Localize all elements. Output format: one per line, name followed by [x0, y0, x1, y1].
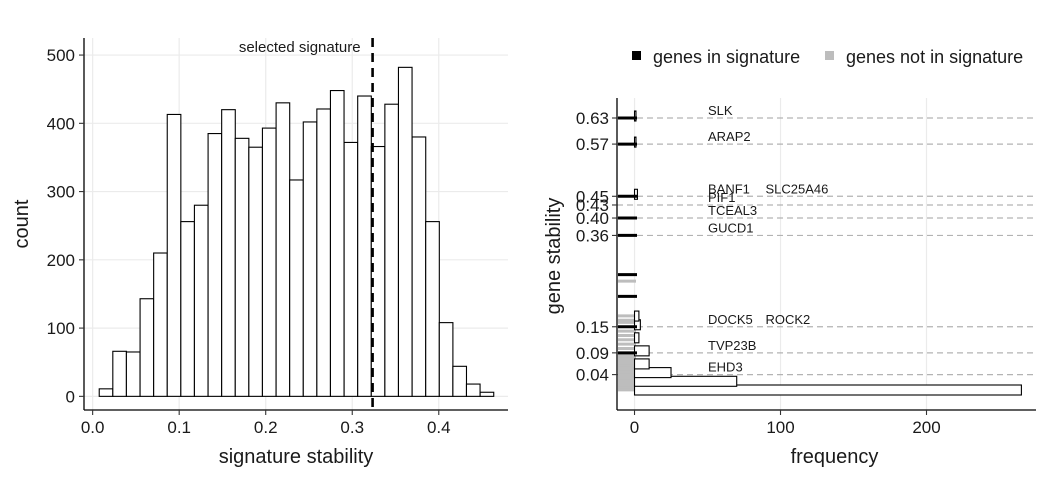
gene-dashed-lines — [617, 117, 1036, 376]
histogram-y-tick-label: 200 — [47, 251, 75, 270]
rug-in-signature — [618, 116, 637, 355]
gene-frequency-bar — [633, 332, 640, 344]
histogram-bars — [98, 66, 495, 397]
histogram-bar — [193, 204, 209, 397]
histogram-bar — [357, 95, 372, 397]
histogram-bar — [166, 113, 182, 397]
gene-y-tick-label: 0.63 — [576, 109, 609, 128]
histogram-x-tick-label: 0.3 — [340, 418, 364, 437]
gene-frequency-bar — [633, 367, 672, 379]
gene-y-tick-label: 0.36 — [576, 226, 609, 245]
histogram-bar — [329, 90, 345, 397]
gene-y-tick-label: 0.57 — [576, 135, 609, 154]
legend-label-not-in-signature: genes not in signature — [846, 47, 1023, 67]
gene-frequency-bar — [633, 110, 637, 122]
histogram-bar — [139, 298, 155, 397]
histogram-bar — [302, 121, 318, 397]
gene-frequency-bar — [633, 136, 637, 148]
legend-swatch-not-in-signature — [825, 51, 834, 60]
histogram-y-ticks: 0 100 200 300 400 500 — [47, 46, 84, 406]
histogram-y-tick-label: 100 — [47, 319, 75, 338]
gene-x-tick-label: 200 — [912, 418, 940, 437]
histogram-bar — [411, 136, 427, 397]
histogram-y-label: count — [11, 199, 33, 248]
histogram-bar — [425, 221, 440, 397]
gene-y-tick-label: 0.45 — [576, 187, 609, 206]
gene-frequency-bar — [633, 375, 738, 387]
gene-frequency-bar — [633, 358, 650, 370]
histogram-x-ticks: 0.0 0.1 0.2 0.3 0.4 — [81, 410, 451, 437]
histogram-bar — [112, 350, 127, 397]
gene-name-label: ROCK2 — [766, 312, 811, 327]
histogram-y-tick-label: 500 — [47, 46, 75, 65]
histogram-x-tick-label: 0.0 — [81, 418, 105, 437]
histogram-y-tick-label: 0 — [66, 387, 75, 406]
gene-y-tick-label: 0.09 — [576, 344, 609, 363]
histogram-y-tick-label: 400 — [47, 114, 75, 133]
gene-name-label: EHD3 — [708, 360, 743, 375]
gene-name-label: SLK — [708, 103, 733, 118]
histogram-x-label: signature stability — [219, 446, 374, 468]
gene-y-tick-label: 0.43 — [576, 196, 609, 215]
histogram-bar — [289, 179, 304, 397]
gene-x-tick-label: 100 — [766, 418, 794, 437]
histogram-bar — [234, 137, 250, 397]
gene-name-label: TCEAL3 — [708, 203, 757, 218]
histogram-x-tick-label: 0.4 — [427, 418, 451, 437]
histogram-x-tick-label: 0.1 — [167, 418, 191, 437]
histogram-bar — [275, 102, 291, 397]
gene-frequency-bar — [633, 310, 640, 322]
gene-frequency-bar — [633, 384, 1022, 396]
gene-y-tick-label: 0.04 — [576, 366, 609, 385]
histogram-bar — [98, 388, 114, 397]
histogram-bar — [465, 383, 481, 397]
gene-name-label: TVP23B — [708, 338, 756, 353]
legend-swatch-in-signature — [632, 51, 641, 60]
gene-x-label: frequency — [791, 446, 879, 468]
gene-name-label: DOCK5 — [708, 312, 753, 327]
histogram-bar — [452, 365, 468, 397]
gene-x-ticks: 0 100 200 — [630, 410, 941, 437]
gene-frequency-grid — [633, 98, 928, 410]
histogram-y-tick-label: 300 — [47, 183, 75, 202]
histogram-x-tick-label: 0.2 — [254, 418, 278, 437]
gene-frequency-bars — [633, 110, 1022, 396]
histogram-bar — [343, 141, 359, 397]
gene-y-tick-label: 0.15 — [576, 318, 609, 337]
gene-name-label: GUCD1 — [708, 220, 754, 235]
gene-name-label: BANF1 — [708, 181, 750, 196]
gene-name-label: ARAP2 — [708, 129, 751, 144]
histogram-bar — [397, 66, 413, 397]
histogram-bar — [180, 221, 195, 397]
gene-y-ticks: 0.63 0.57 0.450.430.400.36 0.15 0.09 0.04 — [576, 109, 617, 385]
histogram-bar — [221, 109, 236, 397]
gene-name-label: PIF1 — [708, 190, 735, 205]
histogram-bar — [316, 108, 332, 397]
histogram-bar — [479, 391, 495, 397]
gene-name-label: SLC25A46 — [766, 181, 829, 196]
histogram-panel: selected signature 0.0 0.1 0.2 0.3 0.4 0 100 2… — [11, 38, 508, 468]
histogram-bar — [438, 322, 454, 397]
legend: genes in signature genes not in signatur… — [632, 47, 1023, 67]
rug-not-in-signature — [618, 279, 636, 392]
gene-y-tick-label: 0.40 — [576, 209, 609, 228]
legend-label-in-signature: genes in signature — [653, 47, 800, 67]
gene-y-label: gene stability — [543, 198, 565, 315]
histogram-bar — [261, 127, 277, 397]
histogram-bar — [125, 351, 141, 397]
gene-x-tick-label: 0 — [630, 418, 639, 437]
histogram-bar — [153, 252, 168, 397]
selected-signature-label: selected signature — [239, 39, 361, 56]
gene-frequency-bar — [633, 345, 650, 357]
histogram-bar — [248, 146, 263, 397]
histogram-bar — [207, 133, 223, 397]
histogram-bar — [384, 103, 400, 397]
gene-frequency-bar — [633, 188, 638, 200]
